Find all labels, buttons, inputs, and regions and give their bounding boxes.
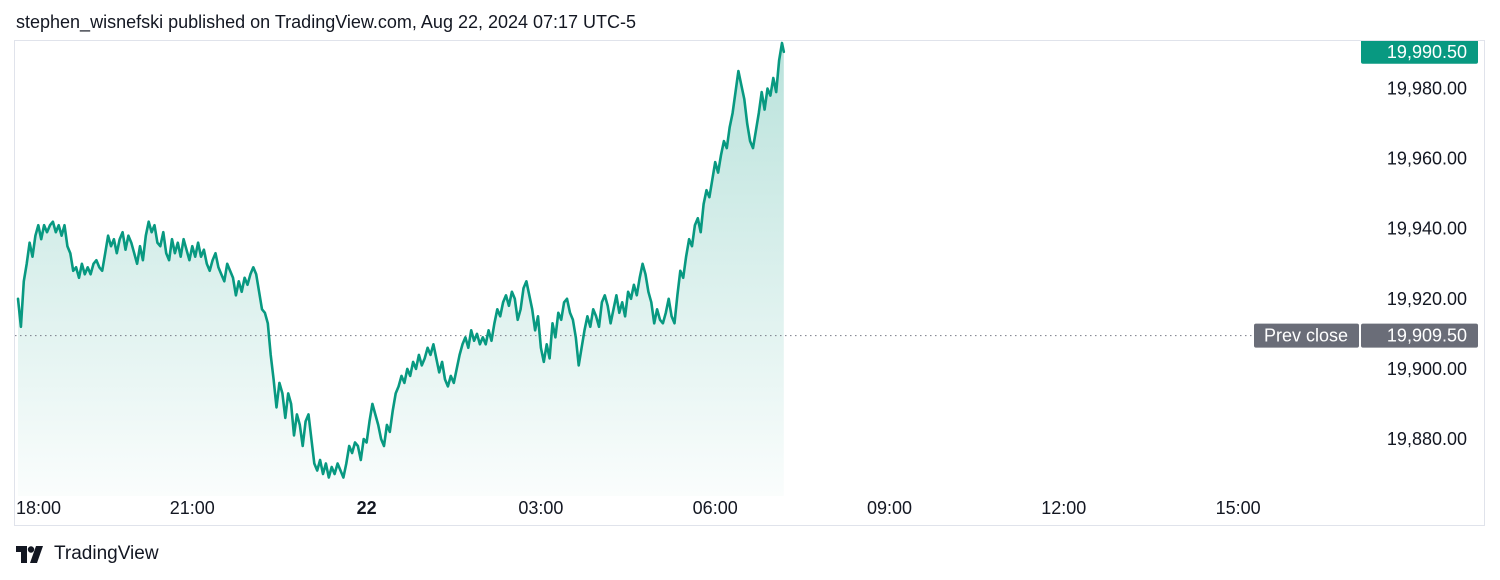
prev-close-text-tag bbox=[1254, 323, 1359, 348]
x-tick-label: 18:00 bbox=[16, 498, 61, 518]
y-tick-label: 19,960.00 bbox=[1387, 149, 1467, 169]
x-tick-label: 12:00 bbox=[1041, 498, 1086, 518]
y-tick-label: 19,940.00 bbox=[1387, 219, 1467, 239]
y-tick-label: 19,980.00 bbox=[1387, 79, 1467, 99]
price-area-fill bbox=[18, 43, 784, 496]
last-price-tag bbox=[1361, 41, 1478, 64]
chart-panel[interactable]: 19,880.00 19,900.00 19,920.00 19,940.00 19,9… bbox=[14, 40, 1485, 526]
x-tick-label: 15:00 bbox=[1216, 498, 1261, 518]
x-tick-label: 06:00 bbox=[693, 498, 738, 518]
price-chart[interactable]: 19,880.00 19,900.00 19,920.00 19,940.00 19,9… bbox=[15, 41, 1486, 527]
footer-branding: TradingView bbox=[16, 541, 159, 567]
prev-close-value-tag bbox=[1361, 323, 1478, 348]
prev-close-value-label: 19,909.50 bbox=[1387, 326, 1467, 346]
y-tick-label: 19,920.00 bbox=[1387, 289, 1467, 309]
last-price-label: 19,990.50 bbox=[1387, 42, 1467, 62]
y-tick-label: 19,880.00 bbox=[1387, 429, 1467, 449]
tradingview-brand-label: TradingView bbox=[54, 543, 159, 564]
tradingview-logo-icon[interactable] bbox=[16, 545, 46, 563]
x-tick-label: 22 bbox=[357, 498, 377, 518]
x-tick-label: 21:00 bbox=[170, 498, 215, 518]
x-tick-label: 09:00 bbox=[867, 498, 912, 518]
price-line bbox=[16, 41, 786, 479]
prev-close-text: Prev close bbox=[1264, 326, 1348, 346]
attribution-header: stephen_wisnefski published on TradingVi… bbox=[16, 12, 637, 32]
x-tick-label: 03:00 bbox=[518, 498, 563, 518]
y-tick-label: 19,900.00 bbox=[1387, 359, 1467, 379]
